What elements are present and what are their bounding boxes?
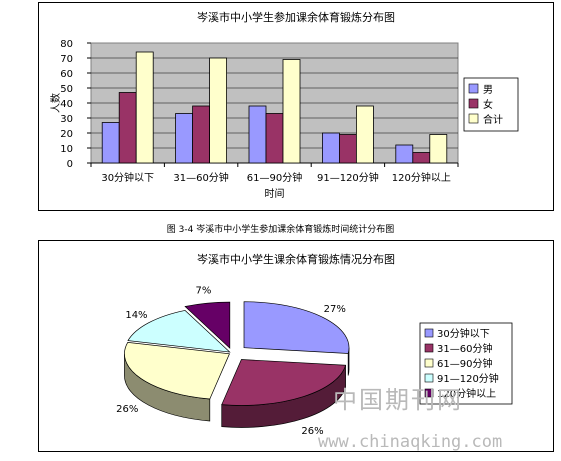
- bar-女-30分钟以下: [118, 92, 137, 164]
- bar-女-61—90分钟: [265, 113, 284, 164]
- y-tick-label: 70: [60, 54, 73, 65]
- y-tick-label: 50: [60, 84, 73, 95]
- legend-label: 合计: [483, 113, 503, 126]
- pie-data-label: 7%: [195, 286, 211, 297]
- figure-caption: 图 3-4 岑溪市中小学生参加课余体育锻炼时间统计分布图: [166, 225, 395, 235]
- pie-chart-svg: 27% 26% 26% 14% 7% 30分钟以下 31—60分钟 61—90分钟 91—120…: [116, 286, 513, 437]
- x-axis-label: 时间: [265, 187, 285, 200]
- bar-chart-svg: 0 10 20 30 40 50 60 70 80 30分钟以下 31—60分钟 61—90分钟 91—…: [49, 39, 519, 200]
- bar-合计-31—60分钟: [209, 57, 228, 164]
- legend-swatch: [424, 373, 434, 383]
- bar-合计-91—120分钟: [355, 105, 374, 164]
- bar-合计-30分钟以下: [135, 51, 154, 164]
- pie-chart-title: 岑溪市中小学生课余体育锻炼情况分布图: [197, 253, 395, 266]
- bar-男-31—60分钟: [175, 113, 194, 164]
- bar-chart-panel: 岑溪市中小学生参加课余体育锻炼分布图 0 10 20 30 40 50 60 70 80 30分钟…: [38, 2, 554, 211]
- legend-swatch: [424, 388, 434, 398]
- legend-label: 120分钟以上: [437, 387, 496, 400]
- pie-chart-panel: 岑溪市中小学生课余体育锻炼情况分布图 27% 26% 26% 14% 7% 30分钟以下 3…: [38, 240, 554, 452]
- x-tick-label: 31—60分钟: [173, 171, 228, 184]
- bar-合计-120分钟以上: [429, 134, 448, 164]
- bar-男-120分钟以上: [395, 144, 414, 164]
- legend-swatch: [424, 343, 434, 353]
- y-tick-label: 20: [60, 129, 73, 140]
- legend-swatch: [468, 83, 479, 94]
- bar-合计-61—90分钟: [282, 59, 301, 164]
- pie-slice-61—90分钟: [124, 341, 230, 400]
- legend-swatch: [424, 358, 434, 368]
- legend-label: 31—60分钟: [437, 342, 492, 355]
- bar-女-31—60分钟: [192, 105, 211, 164]
- legend-label: 61—90分钟: [437, 357, 492, 370]
- pie-slice-120分钟以上: [184, 301, 231, 349]
- bar-男-61—90分钟: [248, 105, 267, 164]
- watermark-url: www.chinaqking.com: [318, 432, 503, 452]
- pie-data-label: 26%: [301, 426, 323, 437]
- y-tick-label: 60: [60, 69, 73, 80]
- legend-label: 女: [483, 98, 493, 111]
- legend-swatch: [424, 328, 434, 338]
- pie-slice-91—120分钟: [127, 310, 231, 353]
- y-axis-label: 人数: [49, 93, 62, 113]
- pie-slice-31—60分钟: [221, 359, 347, 406]
- legend-label: 男: [483, 84, 493, 96]
- bar-chart-title: 岑溪市中小学生参加课余体育锻炼分布图: [197, 11, 395, 24]
- y-tick-label: 0: [67, 159, 73, 170]
- bar-男-30分钟以下: [101, 122, 120, 164]
- x-tick-label: 120分钟以上: [392, 171, 451, 184]
- pie-slice-30分钟以下: [243, 301, 350, 354]
- y-tick-label: 40: [60, 99, 73, 110]
- watermark-name: 中国期刊网: [333, 386, 463, 414]
- pie-data-label: 14%: [125, 310, 147, 321]
- bar-女-120分钟以上: [412, 152, 431, 164]
- legend-swatch: [468, 113, 479, 124]
- x-tick-label: 30分钟以下: [101, 171, 154, 184]
- y-tick-label: 30: [60, 114, 73, 125]
- y-tick-label: 80: [60, 39, 73, 50]
- pie-data-label: 27%: [324, 304, 346, 315]
- pie-legend: [419, 322, 513, 405]
- legend-label: 91—120分钟: [437, 372, 499, 385]
- x-tick-label: 91—120分钟: [317, 171, 379, 184]
- bar-女-91—120分钟: [338, 134, 357, 164]
- x-tick-label: 61—90分钟: [247, 171, 302, 184]
- legend-label: 30分钟以下: [437, 327, 490, 340]
- legend-swatch: [468, 98, 479, 109]
- bar-男-91—120分钟: [321, 132, 340, 164]
- y-tick-label: 10: [60, 144, 73, 155]
- pie-data-label: 26%: [116, 404, 138, 415]
